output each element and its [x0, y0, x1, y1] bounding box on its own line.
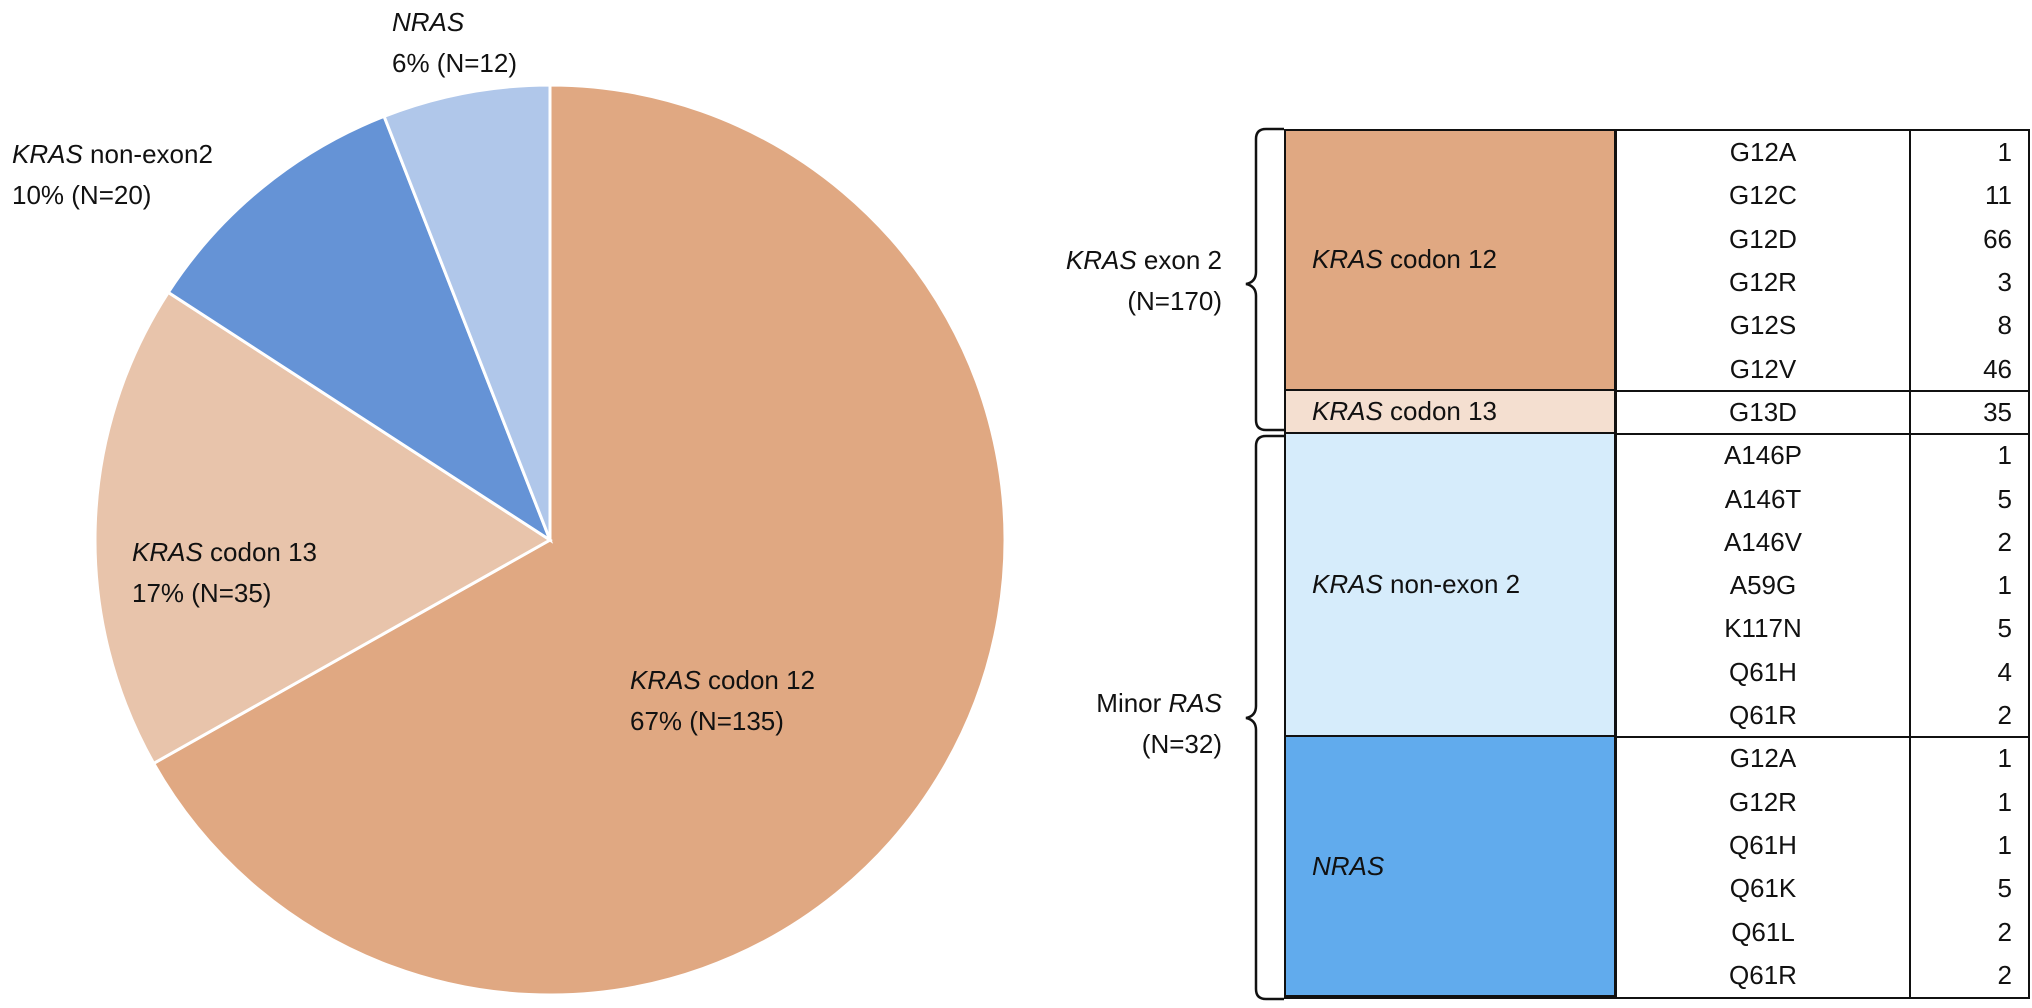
mutation-count: 35	[1983, 396, 2012, 427]
mutation-row: Q61K 5	[1616, 867, 2028, 910]
group-label-kras-exon2: KRAS exon 2 (N=170)	[1065, 245, 1222, 316]
mutation-row: G12S 8	[1616, 304, 2028, 347]
mutation-row: A146T 5	[1616, 477, 2028, 520]
mutation-name: G13D	[1729, 396, 1797, 427]
mutation-row: A146P 1	[1616, 434, 2028, 477]
mutation-count: 2	[1997, 700, 2012, 731]
mutation-name: Q61R	[1729, 959, 1797, 990]
mutation-count: 1	[1997, 570, 2012, 601]
mutation-row: A59G 1	[1616, 564, 2028, 607]
mutation-name: G12R	[1729, 786, 1797, 817]
pie-slice-0	[151, 83, 1007, 997]
mutation-name: A59G	[1729, 570, 1797, 601]
mutation-count: 8	[1997, 310, 2012, 341]
category-divider	[1286, 389, 2028, 392]
mutation-name: Q61L	[1731, 916, 1795, 947]
pie-label-0: KRAS codon 12 67% (N=135)	[630, 665, 816, 736]
mutation-name: Q61H	[1729, 656, 1797, 687]
mutation-count: 1	[1997, 440, 2012, 471]
pie-chart	[93, 83, 1007, 997]
category-cell-0: KRAS codon 12	[1286, 131, 1616, 391]
mutation-name: G12R	[1729, 267, 1797, 298]
column-divider-1	[1909, 131, 1911, 997]
pie-label-3: NRAS 6% (N=12)	[392, 7, 517, 78]
mutation-row: G12A 1	[1616, 737, 2028, 780]
mutation-row: G12C 11	[1616, 174, 2028, 217]
mutation-name: A146P	[1723, 440, 1803, 471]
mutation-count: 1	[1997, 786, 2012, 817]
category-divider	[1286, 433, 2028, 436]
mutation-row: Q61H 4	[1616, 651, 2028, 694]
mutation-count: 4	[1997, 656, 2012, 687]
brace-kras-exon2	[1245, 127, 1284, 432]
mutation-name: G12V	[1729, 353, 1797, 384]
mutation-row: G12R 1	[1616, 781, 2028, 824]
mutation-name: G12C	[1729, 180, 1797, 211]
mutation-count: 11	[1985, 180, 2012, 211]
mutation-name: K117N	[1724, 613, 1802, 644]
mutation-name: G12D	[1729, 223, 1797, 254]
mutation-count: 66	[1983, 223, 2012, 254]
brace-minor-ras	[1245, 434, 1284, 1001]
mutation-row: G12R 3	[1616, 261, 2028, 304]
mutation-count: 2	[1997, 526, 2012, 557]
mutation-name: G12S	[1729, 310, 1797, 341]
pie-slice-2	[166, 114, 554, 544]
mutation-count: 46	[1983, 353, 2012, 384]
column-divider-0	[1615, 131, 1617, 997]
mutation-count: 3	[1997, 267, 2012, 298]
pie-label-1: KRAS codon 13 17% (N=35)	[132, 537, 318, 608]
mutation-row: K117N 5	[1616, 607, 2028, 650]
mutation-row: G13D 35	[1616, 391, 2028, 434]
mutation-name: A146T	[1724, 483, 1802, 514]
mutation-name: G12A	[1729, 743, 1797, 774]
category-cell-3: NRAS	[1286, 737, 1616, 997]
mutation-count: 1	[1997, 743, 2012, 774]
mutation-name: Q61R	[1729, 700, 1797, 731]
mutation-count: 2	[1997, 959, 2012, 990]
mutation-count: 1	[1997, 137, 2012, 168]
mutation-count: 1	[1997, 829, 2012, 860]
pie-label-2: KRAS non-exon2 10% (N=20)	[12, 139, 213, 210]
mutation-row: A146V 2	[1616, 521, 2028, 564]
mutation-count: 5	[1997, 483, 2012, 514]
mutation-count: 5	[1997, 873, 2012, 904]
group-label-minor-ras: Minor RAS (N=32)	[1096, 688, 1222, 759]
mutation-name: G12A	[1729, 137, 1797, 168]
pie-slice-1	[93, 290, 553, 766]
pie-slice-3	[382, 83, 552, 541]
mutation-name: Q61H	[1729, 829, 1797, 860]
mutation-name: A146V	[1723, 526, 1803, 557]
mutation-row: G12D 66	[1616, 218, 2028, 261]
mutation-row: Q61H 1	[1616, 824, 2028, 867]
mutation-count: 5	[1997, 613, 2012, 644]
mutation-row: Q61R 2	[1616, 954, 2028, 997]
mutation-count: 2	[1997, 916, 2012, 947]
mutation-row: Q61L 2	[1616, 910, 2028, 953]
category-cell-1: KRAS codon 13	[1286, 390, 1616, 435]
mutation-row: G12V 46	[1616, 348, 2028, 391]
category-cell-2: KRAS non-exon 2	[1286, 434, 1616, 738]
mutation-row: Q61R 2	[1616, 694, 2028, 737]
category-divider	[1286, 736, 2028, 739]
mutation-row: G12A 1	[1616, 131, 2028, 174]
mutation-table: KRAS codon 12 G12A 1 G12C 11 G12D 66 G12R 3 G12S 8…	[1284, 129, 2030, 999]
mutation-name: Q61K	[1729, 873, 1797, 904]
